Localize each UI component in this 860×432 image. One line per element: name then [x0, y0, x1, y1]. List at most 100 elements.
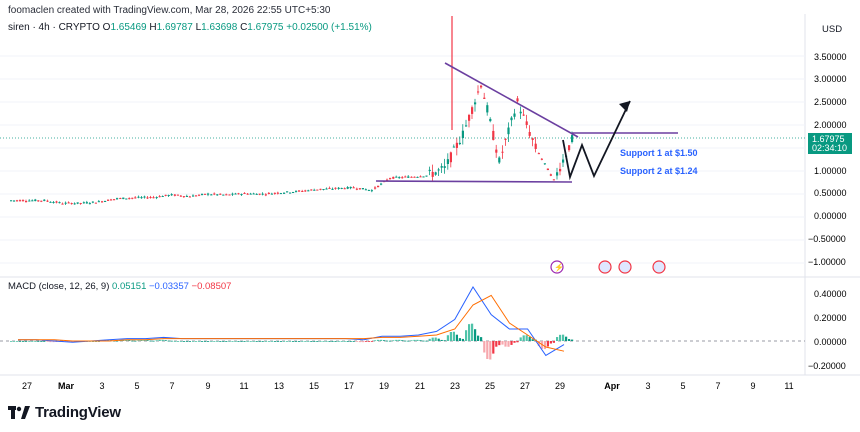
macd-bar [525, 335, 528, 341]
macd-bar [198, 341, 201, 342]
candle [94, 202, 97, 204]
macd-bar [270, 341, 273, 342]
macd-bar [422, 340, 425, 342]
candle [258, 193, 261, 196]
candle [246, 192, 249, 195]
macd-bar [210, 341, 213, 342]
macd-bar [207, 341, 210, 342]
candle [167, 194, 170, 197]
candle [161, 195, 164, 198]
price-tick: 3.00000 [814, 74, 847, 84]
macd-bar [380, 339, 383, 341]
macd-bar [34, 341, 37, 342]
descending-trendline[interactable] [444, 62, 579, 138]
candle [104, 200, 107, 203]
candle [361, 188, 364, 190]
macd-bar [340, 341, 343, 342]
macd-bar [286, 341, 289, 342]
us-flag-event-icon[interactable] [618, 260, 632, 274]
macd-bar [343, 341, 346, 342]
candle [219, 193, 222, 195]
candle [389, 177, 392, 180]
candle [395, 175, 398, 178]
macd-bar [164, 340, 167, 342]
macd-bar [528, 337, 531, 341]
macd-bar [458, 338, 461, 341]
macd-bar [10, 341, 13, 342]
candle [270, 192, 273, 195]
macd-bar [437, 338, 440, 341]
candle [522, 108, 525, 117]
price-tick: −0.50000 [808, 234, 846, 244]
macd-bar [146, 340, 149, 342]
macd-bar [143, 339, 146, 341]
macd-bar [425, 340, 428, 342]
macd-bar [492, 341, 495, 354]
macd-bar [325, 341, 328, 342]
candle [377, 185, 380, 188]
us-flag-event-icon[interactable] [598, 260, 612, 274]
macd-bar [43, 341, 46, 342]
candle [301, 189, 304, 192]
macd-bar [276, 341, 279, 342]
macd-bar [374, 340, 377, 342]
time-tick: 5 [134, 381, 139, 391]
candle [331, 187, 334, 191]
time-axis[interactable]: 27 Mar 3 5 7 9 11 13 15 17 19 21 23 25 2… [22, 381, 794, 391]
candle [55, 200, 58, 204]
macd-bar [246, 341, 249, 342]
candle [322, 188, 325, 191]
open-value: 1.65469 [110, 22, 147, 33]
candle [179, 195, 182, 197]
tradingview-logo[interactable]: TradingView [8, 404, 121, 421]
macd-axis[interactable]: 0.40000 0.20000 0.00000 −0.20000 [808, 289, 847, 371]
candle [46, 199, 49, 203]
candle [398, 176, 401, 179]
macd-bar [204, 341, 207, 342]
macd-bar [434, 337, 437, 341]
time-tick: 9 [205, 381, 210, 391]
macd-bar [383, 340, 386, 342]
macd-bar [249, 341, 252, 342]
time-tick: 23 [450, 381, 460, 391]
lightning-event-icon[interactable] [550, 260, 564, 274]
macd-legend: MACD (close, 12, 26, 9) 0.05151 −0.03357… [8, 281, 231, 292]
candle [492, 124, 495, 141]
projection-path[interactable] [562, 100, 631, 181]
macd-bar [37, 341, 40, 342]
macd-bar [234, 341, 237, 342]
candle-series [10, 16, 574, 206]
macd-bar [407, 340, 410, 342]
candle [70, 202, 73, 205]
macd-bar [237, 341, 240, 342]
macd-bar [370, 341, 373, 342]
time-tick: 13 [274, 381, 284, 391]
candle [367, 189, 370, 192]
triangle-base-line[interactable] [375, 180, 573, 183]
macd-bar [295, 341, 298, 342]
macd-tick: 0.00000 [814, 337, 847, 347]
macd-bar [349, 341, 352, 342]
macd-bar [486, 341, 489, 359]
support2-label: Support 2 at $1.24 [620, 166, 698, 176]
price-axis[interactable]: 3.50000 3.00000 2.50000 2.00000 1.00000 … [808, 52, 847, 267]
macd-bar [19, 341, 22, 342]
macd-bar [519, 337, 522, 341]
macd-bar [128, 340, 131, 342]
macd-bar [261, 341, 264, 342]
macd-bar [474, 329, 477, 341]
pattern-drawings[interactable] [0, 62, 805, 183]
macd-bar [116, 340, 119, 342]
macd-bar [431, 337, 434, 341]
macd-bar [358, 341, 361, 343]
us-flag-event-icon[interactable] [652, 260, 666, 274]
candle [73, 202, 76, 205]
macd-bar [501, 341, 504, 345]
candle [164, 194, 167, 197]
change-value: +0.02500 (+1.51%) [286, 22, 372, 33]
price-tick: 2.00000 [814, 120, 847, 130]
symbol-name: siren · 4h · CRYPTO [8, 22, 100, 33]
candle [155, 196, 158, 200]
macd-signal-value: −0.08507 [191, 281, 232, 292]
